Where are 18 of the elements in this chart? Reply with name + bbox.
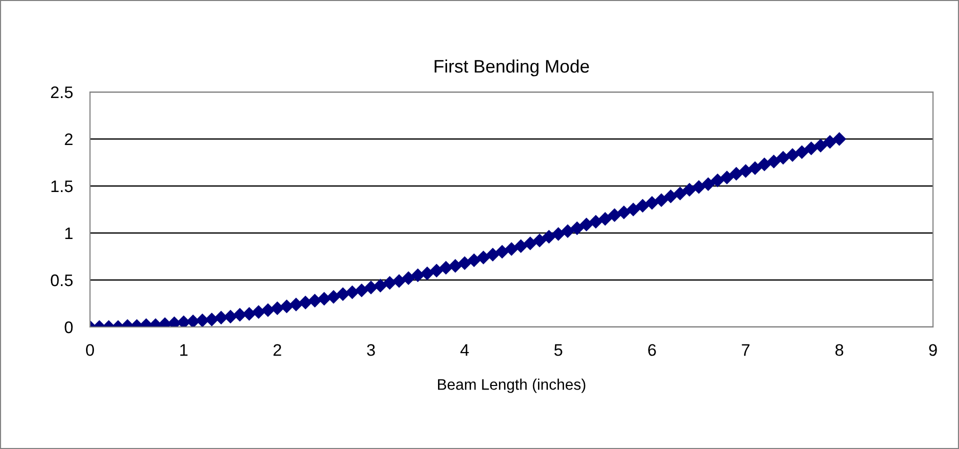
- y-tick-label: 1.5: [51, 180, 73, 192]
- x-axis-title: Beam Length (inches): [438, 378, 586, 393]
- x-tick-label: 9: [929, 344, 937, 356]
- chart-title: First Bending Mode: [434, 59, 589, 76]
- x-tick-label: 6: [648, 344, 656, 356]
- x-tick-label: 2: [274, 344, 282, 356]
- y-tick-label: 2: [64, 133, 72, 146]
- y-tick-label: 0: [64, 321, 73, 334]
- x-tick-label: 1: [180, 344, 188, 356]
- x-tick-label: 7: [742, 344, 750, 356]
- x-tick-label: 5: [554, 344, 562, 356]
- x-tick-label: 8: [835, 344, 844, 356]
- y-tick-label: 0.5: [50, 274, 73, 286]
- x-tick-label: 3: [367, 344, 375, 356]
- x-tick-label: 0: [86, 344, 94, 356]
- x-tick-label: 4: [460, 344, 469, 356]
- y-tick-label: 2.5: [51, 86, 73, 98]
- y-tick-label: 1: [65, 228, 73, 240]
